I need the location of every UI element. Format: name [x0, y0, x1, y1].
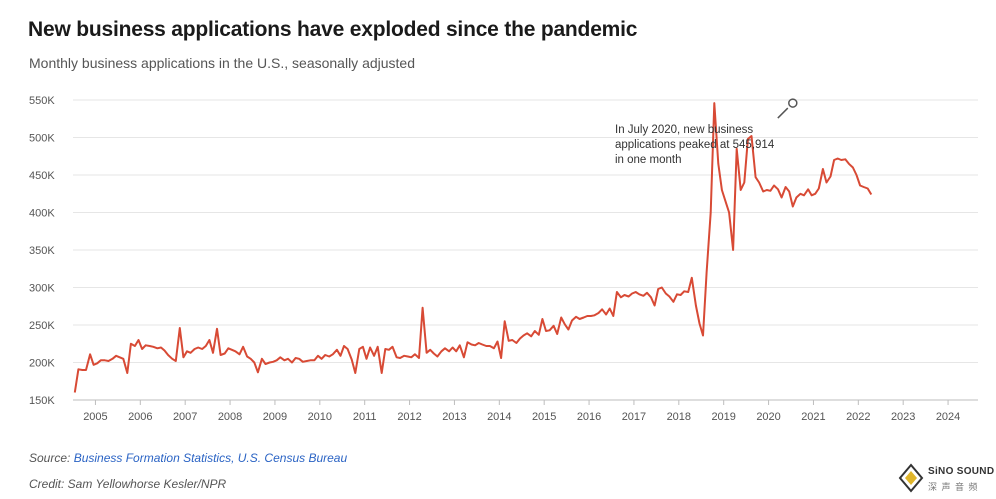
chart-subtitle: Monthly business applications in the U.S… — [29, 55, 415, 71]
x-tick-label: 2008 — [218, 411, 242, 423]
x-tick-label: 2012 — [397, 411, 421, 423]
annotation-text-line: In July 2020, new business — [615, 124, 753, 136]
annotation-text-line: in one month — [615, 154, 682, 166]
x-tick-label: 2010 — [308, 411, 332, 423]
source-prefix: Source: — [29, 451, 74, 465]
series-layer — [73, 102, 873, 393]
x-tick-label: 2022 — [846, 411, 870, 423]
x-tick-label: 2016 — [577, 411, 601, 423]
y-tick-label: 400K — [29, 208, 55, 220]
y-tick-label: 550K — [29, 95, 55, 107]
annotation-layer: In July 2020, new business applications p… — [615, 98, 798, 166]
watermark-sub: 深 声 音 频 — [928, 482, 979, 492]
x-tick-label: 2019 — [711, 411, 735, 423]
x-tick-label: 2005 — [83, 411, 107, 423]
annotation-leader-line — [777, 107, 789, 119]
x-tick-label: 2020 — [756, 411, 780, 423]
series-line — [73, 102, 873, 393]
gridlines — [73, 99, 978, 401]
x-tick-label: 2015 — [532, 411, 556, 423]
x-tick-label: 2024 — [936, 411, 960, 423]
source-line: Source: Business Formation Statistics, U… — [29, 451, 347, 465]
y-tick-label: 300K — [29, 283, 55, 295]
credit-line: Credit: Sam Yellowhorse Kesler/NPR — [29, 477, 227, 491]
x-tick-label: 2007 — [173, 411, 197, 423]
x-tick-label: 2011 — [353, 411, 377, 423]
x-tick-label: 2013 — [442, 411, 466, 423]
y-axis-ticks: 150K 200K 250K 300K 350K 400K 450K 500K 550K — [29, 95, 55, 407]
y-tick-label: 250K — [29, 320, 55, 332]
y-tick-label: 450K — [29, 170, 55, 182]
x-tick-label: 2018 — [667, 411, 691, 423]
y-tick-label: 500K — [29, 133, 55, 145]
source-link[interactable]: Business Formation Statistics, U.S. Cens… — [73, 451, 348, 465]
x-tick-label: 2017 — [622, 411, 646, 423]
x-tick-label: 2023 — [891, 411, 915, 423]
y-tick-label: 150K — [29, 395, 55, 407]
x-tick-label: 2021 — [801, 411, 825, 423]
y-tick-label: 200K — [29, 358, 55, 370]
sino-sound-logo-icon — [898, 463, 924, 493]
annotation-marker — [788, 98, 798, 108]
x-tick-label: 2006 — [128, 411, 152, 423]
x-tick-label: 2009 — [263, 411, 287, 423]
line-chart: 150K 200K 250K 300K 350K 400K 450K 500K 550K 200… — [29, 95, 978, 423]
y-tick-label: 350K — [29, 245, 55, 257]
x-axis-ticks: 2005 2006 2007 2008 2009 2010 2011 2012 2013 2014… — [83, 400, 960, 423]
chart-title: New business applications have exploded … — [28, 18, 638, 41]
watermark-name: SiNO SOUND — [928, 466, 995, 477]
x-tick-label: 2014 — [487, 411, 511, 423]
annotation-text-line: applications peaked at 545,914 — [615, 139, 775, 151]
